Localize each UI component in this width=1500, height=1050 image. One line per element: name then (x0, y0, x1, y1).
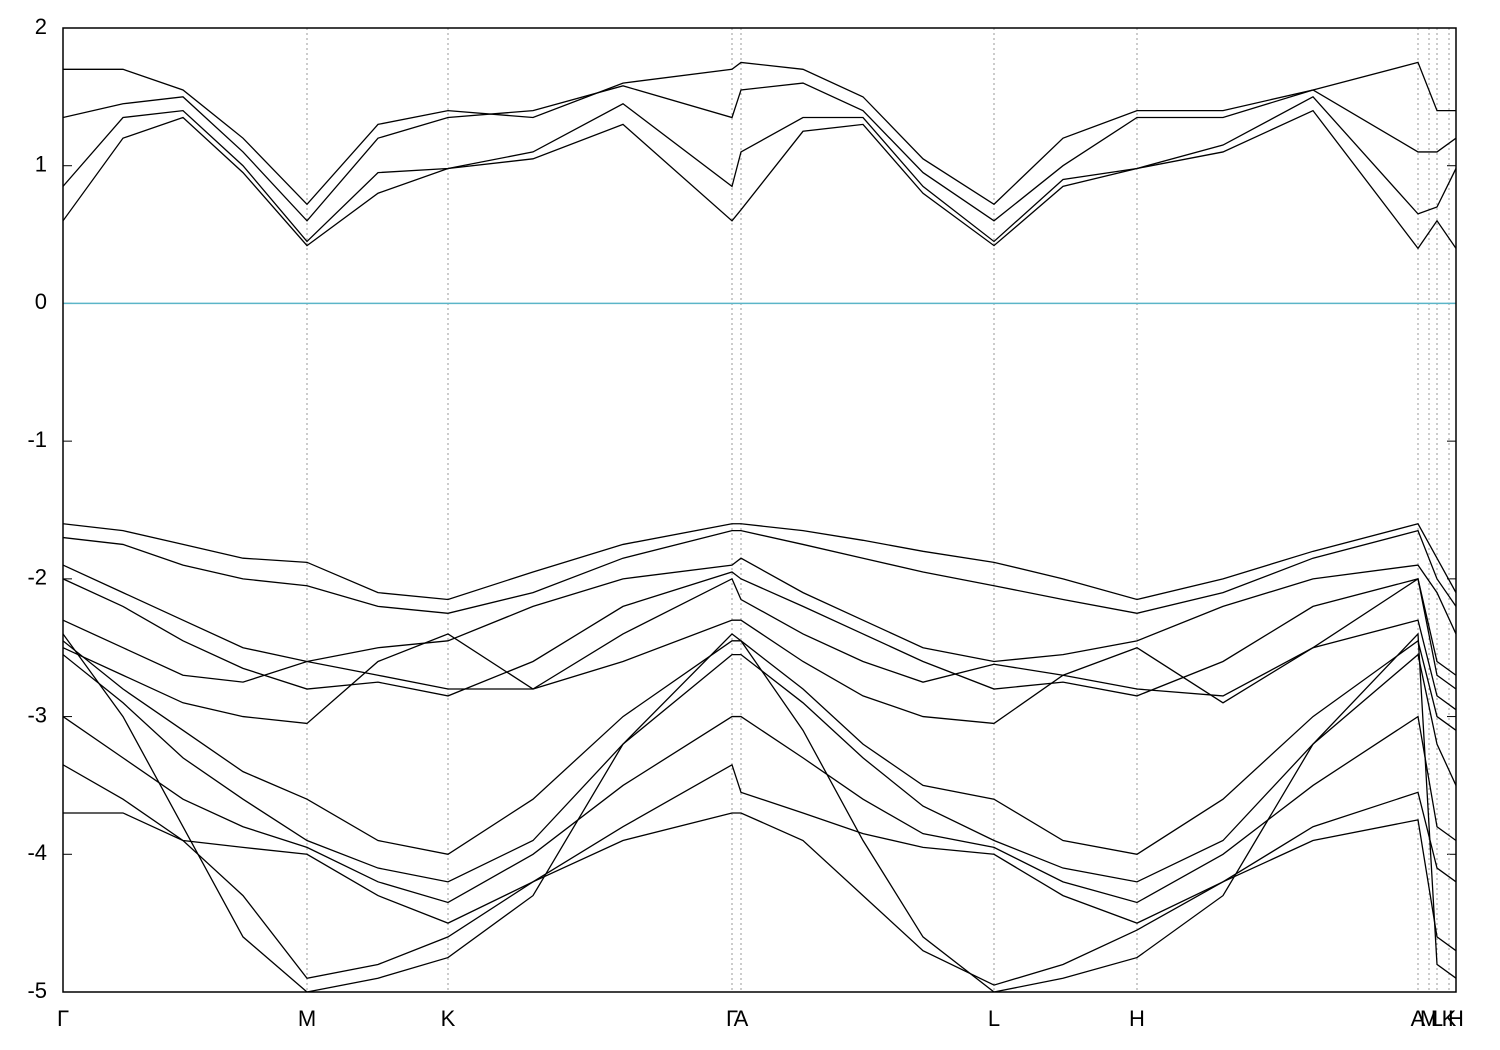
band (63, 715, 1456, 904)
band (63, 632, 1456, 992)
band (63, 812, 1456, 986)
y-tick-label: -3 (27, 702, 47, 727)
band (63, 109, 1456, 250)
x-tick-label: A (734, 1006, 749, 1031)
x-tick-label: K (441, 1006, 456, 1031)
band (63, 763, 1456, 924)
band (63, 557, 1456, 663)
x-tick-label: M (1420, 1006, 1438, 1031)
x-tick-label: Γ (726, 1006, 738, 1031)
x-tick-label: K (1442, 1006, 1457, 1031)
band (63, 653, 1456, 883)
band (63, 61, 1456, 206)
plot-frame (62, 27, 1457, 993)
y-tick-label: 2 (35, 14, 47, 39)
x-tick-label: L (1431, 1006, 1443, 1031)
x-tick-label: L (988, 1006, 1000, 1031)
y-tick-label: 1 (35, 152, 47, 177)
band (63, 619, 1456, 725)
y-tick-label: -5 (27, 978, 47, 1003)
band (63, 96, 1456, 243)
y-tick-label: -2 (27, 565, 47, 590)
y-tick-label: -1 (27, 427, 47, 452)
band (63, 577, 1456, 697)
x-tick-label: H (1129, 1006, 1145, 1031)
band (63, 639, 1456, 855)
x-tick-label: A (1411, 1006, 1426, 1031)
band (63, 571, 1456, 697)
band (63, 529, 1456, 614)
band (63, 82, 1456, 222)
y-tick-label: -4 (27, 840, 47, 865)
x-tick-label: M (298, 1006, 316, 1031)
x-tick-label: Γ (57, 1006, 69, 1031)
band (63, 523, 1456, 601)
x-tick-label: H (1448, 1006, 1464, 1031)
y-tick-label: 0 (35, 289, 47, 314)
